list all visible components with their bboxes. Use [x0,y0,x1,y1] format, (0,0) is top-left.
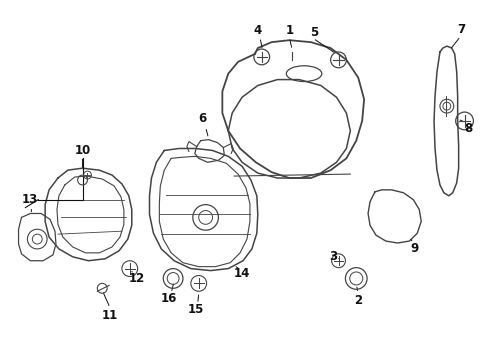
Text: 8: 8 [465,122,473,135]
Text: 12: 12 [128,272,145,285]
Text: 3: 3 [330,250,338,263]
Text: 1: 1 [285,24,294,37]
Text: 13: 13 [21,193,38,206]
Text: 16: 16 [161,292,177,305]
Text: 9: 9 [410,242,418,255]
Text: 4: 4 [254,24,262,37]
Text: 11: 11 [102,309,118,322]
Text: 2: 2 [354,294,362,307]
Text: 7: 7 [458,23,466,36]
Text: 6: 6 [198,112,207,125]
Text: 10: 10 [74,144,91,157]
Text: 5: 5 [310,26,318,39]
Text: 15: 15 [188,303,204,316]
Text: 14: 14 [234,267,250,280]
